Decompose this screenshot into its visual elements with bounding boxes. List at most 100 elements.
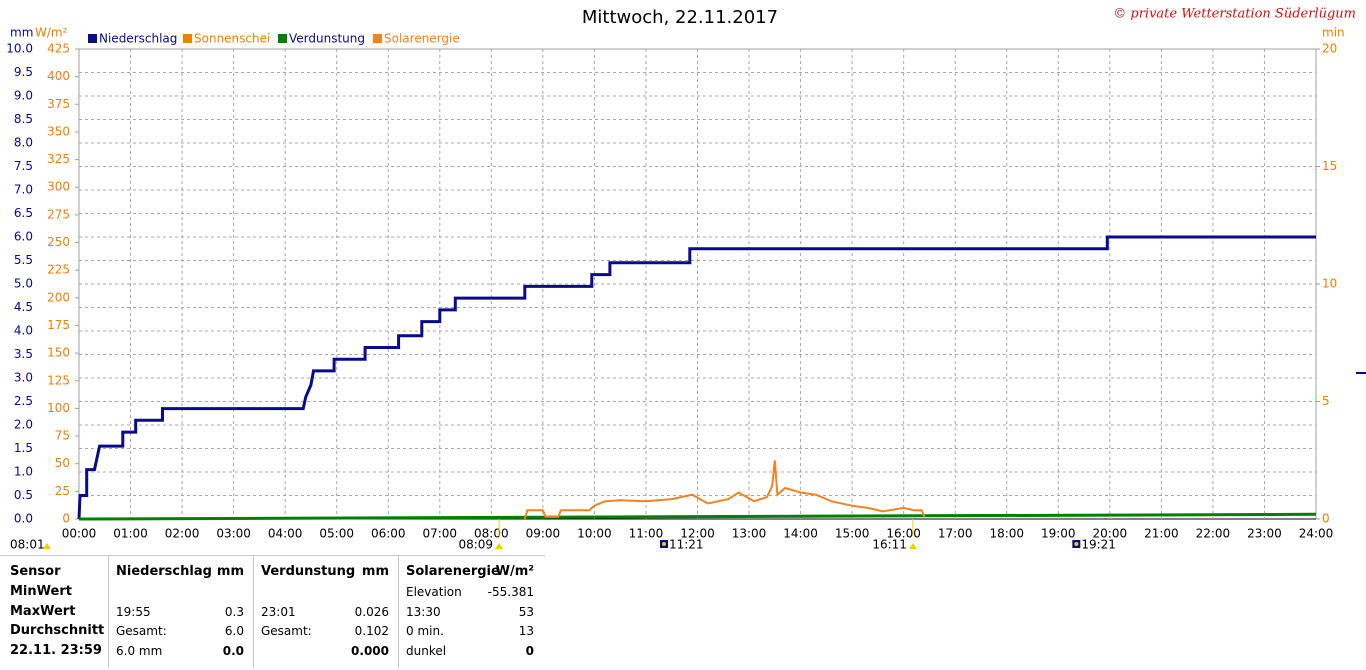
table-cell: Niederschlag	[116, 564, 212, 579]
y-tick-label: 10.0	[6, 42, 33, 56]
table-value: 0.0	[222, 643, 244, 658]
y-axis-label: mm	[10, 26, 33, 40]
legend-swatch	[278, 34, 287, 43]
chart-title: Mittwoch, 22.11.2017	[582, 7, 778, 28]
sun-icon	[908, 543, 917, 549]
x-tick-label: 10:00	[577, 527, 612, 541]
legend-label: Solarenergie	[384, 32, 460, 46]
table-cell: dunkel	[406, 643, 447, 658]
x-tick-label: 11:00	[629, 527, 664, 541]
annotation-label: 08:09	[458, 538, 493, 552]
table-cell: MaxWert	[10, 603, 76, 619]
table-cell: Sensor	[10, 564, 61, 579]
table-value: W/m²	[495, 564, 534, 579]
y2-tick-label: 275	[47, 207, 70, 221]
y-tick-label: 7.5	[14, 159, 33, 173]
x-tick-label: 01:00	[113, 527, 148, 541]
y2-tick-label: 100	[47, 401, 70, 415]
table-cell: Durchschnitt	[10, 623, 105, 638]
table-cell: MinWert	[10, 584, 72, 599]
y2-tick-label: 375	[47, 97, 70, 111]
y-tick-label: 7.0	[14, 183, 33, 197]
y-tick-label: 1.0	[14, 465, 33, 479]
table-value: mm	[361, 564, 389, 579]
y3-tick-label: 20	[1322, 42, 1337, 56]
x-tick-label: 20:00	[1093, 527, 1128, 541]
x-tick-label: 06:00	[371, 527, 406, 541]
table-cell: Elevation	[406, 585, 462, 599]
x-tick-label: 07:00	[422, 527, 457, 541]
legend-swatch	[183, 34, 192, 43]
legend-label: Sonnenschei	[194, 32, 270, 46]
table-rule	[0, 555, 545, 556]
table-cell: 22.11. 23:59	[10, 642, 102, 658]
legend-label: Niederschlag	[99, 32, 177, 46]
series-line	[78, 512, 1317, 521]
x-tick-label: 12:00	[680, 527, 715, 541]
table-column	[253, 555, 399, 668]
legend-swatch	[88, 34, 97, 43]
y2-axis-label: W/m²	[35, 26, 68, 40]
x-tick-label: 08:00	[474, 527, 509, 541]
y2-tick-label: 300	[47, 180, 70, 194]
y3-tick-label: 5	[1322, 394, 1330, 408]
y-tick-label: 4.0	[14, 324, 33, 338]
y-tick-label: 6.0	[14, 230, 33, 244]
table-value: 6.0	[224, 624, 244, 638]
table-value: mm	[216, 564, 244, 579]
table-cell: 6.0 mm	[116, 643, 163, 658]
table-cell: 0 min.	[406, 624, 444, 638]
y-tick-label: 6.5	[14, 206, 33, 220]
y-tick-label: 2.5	[14, 394, 33, 408]
stats-table: Sensor Niederschlag mm Verdunstung mm Solaren…	[0, 555, 545, 668]
table-cell: Verdunstung	[261, 564, 356, 579]
y2-tick-label: 50	[55, 456, 70, 470]
x-tick-label: 16:00	[886, 527, 921, 541]
x-tick-label: 17:00	[938, 527, 973, 541]
y2-tick-label: 75	[55, 429, 70, 443]
x-tick-label: 14:00	[783, 527, 818, 541]
table-value: 13	[518, 624, 534, 638]
table-column	[398, 555, 544, 668]
series-line	[77, 235, 1316, 520]
table-value: 0	[525, 643, 534, 658]
x-tick-label: 00:00	[62, 527, 97, 541]
y2-tick-label: 200	[47, 290, 70, 304]
x-tick-label: 13:00	[732, 527, 767, 541]
annotation-label: 19:21	[1081, 538, 1116, 552]
x-tick-label: 19:00	[1041, 527, 1076, 541]
table-column	[108, 555, 254, 668]
x-tick-label: 18:00	[989, 527, 1024, 541]
annotation-label: 16:11	[872, 538, 907, 552]
x-tick-label: 04:00	[268, 527, 303, 541]
y2-tick-label: 425	[47, 42, 70, 56]
x-tick-label: 15:00	[835, 527, 870, 541]
table-value: 0.026	[354, 604, 389, 619]
y2-tick-label: 125	[47, 373, 70, 387]
x-tick-label: 22:00	[1196, 527, 1231, 541]
sun-icon	[495, 543, 504, 549]
x-tick-label: 23:00	[1247, 527, 1282, 541]
table-value: 0.3	[224, 604, 244, 619]
left-marker-label: 08:01	[10, 538, 45, 552]
series-line	[523, 460, 926, 520]
y2-tick-label: 325	[47, 152, 70, 166]
y-tick-label: 0.5	[14, 488, 33, 502]
table-value: 0.102	[354, 624, 389, 638]
chart: Mittwoch, 22.11.2017 © private Wettersta…	[6, 7, 1366, 552]
legend-label: Verdunstung	[289, 32, 365, 46]
y2-tick-label: 0	[62, 512, 70, 526]
y2-tick-label: 400	[47, 69, 70, 83]
y2-tick-label: 150	[47, 346, 70, 360]
legend-swatch	[373, 34, 382, 43]
y2-tick-label: 25	[55, 484, 70, 498]
sun-icon	[43, 543, 51, 549]
y-tick-label: 3.0	[14, 371, 33, 385]
y2-tick-label: 175	[47, 318, 70, 332]
y-tick-label: 1.5	[14, 441, 33, 455]
copyright: © private Wetterstation Süderlügum	[1113, 7, 1356, 22]
y2-tick-label: 350	[47, 124, 70, 138]
x-tick-label: 05:00	[319, 527, 354, 541]
y-tick-label: 9.0	[14, 89, 33, 103]
